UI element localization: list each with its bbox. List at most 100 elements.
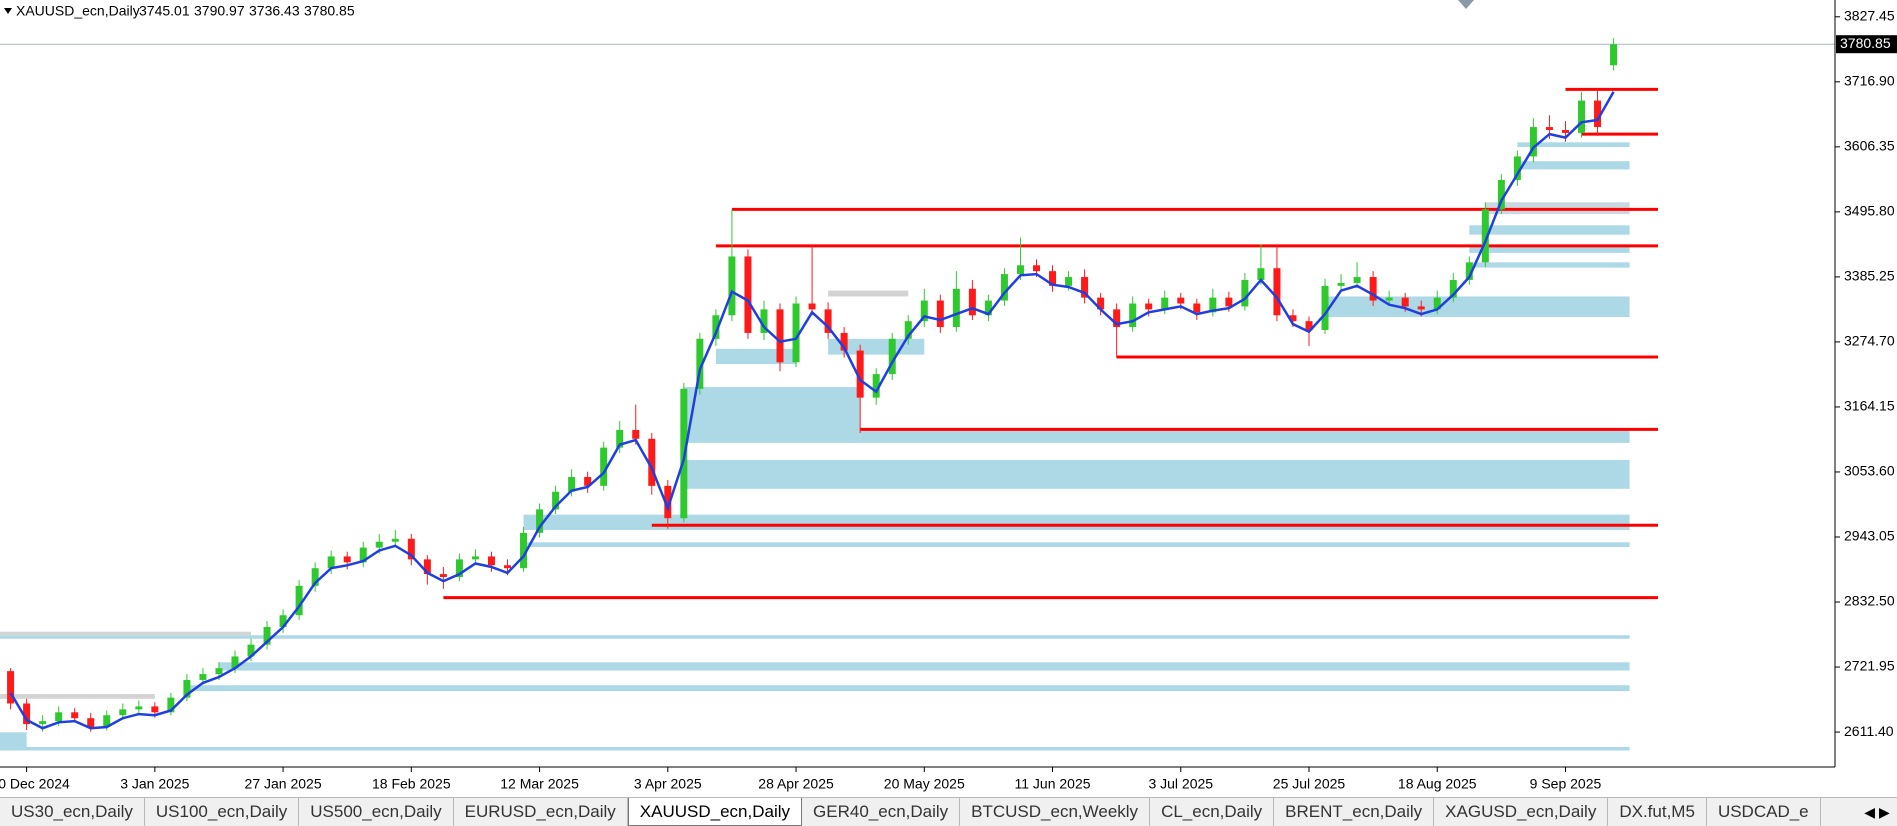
- x-tick-label: 18 Aug 2025: [1398, 776, 1477, 792]
- chart: XAUUSD_ecn,Daily 3745.01 3790.97 3736.43…: [0, 0, 1897, 792]
- tab[interactable]: US30_ecn,Daily: [0, 798, 145, 826]
- x-tick-label: 25 Jul 2025: [1273, 776, 1346, 792]
- tab[interactable]: BTCUSD_ecn,Weekly: [960, 798, 1151, 826]
- candle-body: [135, 706, 143, 710]
- candle-body: [1225, 297, 1233, 307]
- candle-body: [632, 429, 640, 439]
- tab[interactable]: CL_ecn,Daily: [1150, 798, 1275, 826]
- tab[interactable]: USDCAD_e: [1707, 798, 1821, 826]
- zone: [683, 459, 1630, 489]
- candle-body: [760, 309, 768, 333]
- candle-body: [1161, 297, 1169, 310]
- tab-scroll[interactable]: ◀ ▶: [1857, 798, 1897, 826]
- zone: [523, 542, 1630, 548]
- candle-body: [215, 668, 223, 675]
- candle-body: [343, 556, 351, 563]
- candle-body: [1081, 277, 1089, 298]
- candle-body: [1353, 277, 1361, 283]
- candle-body: [696, 338, 704, 389]
- tab[interactable]: XAUUSD_ecn,Daily: [627, 798, 803, 826]
- zone: [1325, 296, 1630, 318]
- zone: [715, 348, 797, 365]
- zone: [523, 514, 1630, 530]
- y-tick-label: 3274.70: [1844, 333, 1895, 349]
- y-tick-label: 2611.40: [1844, 723, 1894, 739]
- tab-bar: US30_ecn,Daily US100_ecn,Daily US500_ecn,D…: [0, 797, 1897, 826]
- close: 3780.85: [304, 3, 355, 19]
- candle-body: [936, 300, 944, 328]
- candle-body: [1513, 156, 1521, 180]
- candle-body: [1433, 297, 1441, 310]
- open: 3745.01: [139, 3, 190, 19]
- zone: [1517, 142, 1630, 148]
- y-tick-label: 3606.35: [1844, 138, 1895, 154]
- candle-body: [792, 303, 800, 363]
- candle-body: [1177, 297, 1185, 304]
- candle-body: [391, 538, 399, 542]
- candle-body: [712, 315, 720, 339]
- x-tick-label: 9 Sep 2025: [1530, 776, 1602, 792]
- candle-body: [1529, 127, 1537, 157]
- candle-body: [1401, 297, 1409, 307]
- candle-body: [536, 509, 544, 533]
- zone: [0, 635, 1630, 639]
- candle-body: [856, 350, 864, 398]
- candle-body: [1193, 303, 1201, 313]
- y-tick-label: 3495.80: [1844, 203, 1895, 219]
- tab[interactable]: US500_ecn,Daily: [299, 798, 454, 826]
- candle-body: [119, 709, 127, 716]
- menu-arrow: [4, 8, 12, 14]
- x-tick-label: 27 Jan 2025: [245, 776, 322, 792]
- candle-body: [1129, 303, 1137, 328]
- x-tick-label: 3 Jul 2025: [1148, 776, 1213, 792]
- candle-body: [295, 585, 303, 616]
- candle-body: [984, 300, 992, 316]
- candle-body: [327, 556, 335, 569]
- candle-body: [744, 256, 752, 333]
- zone: [1469, 244, 1630, 253]
- candle-body: [311, 568, 319, 586]
- candle-body: [103, 715, 111, 728]
- zone: [0, 631, 252, 636]
- candle-body: [1097, 297, 1105, 310]
- candle-body: [1561, 129, 1569, 133]
- candle-body: [39, 721, 47, 725]
- symbol: XAUUSD_ecn,Daily: [16, 3, 140, 19]
- tab[interactable]: BRENT_ecn,Daily: [1274, 798, 1435, 826]
- candle-body: [1305, 321, 1313, 330]
- candle-body: [1209, 297, 1217, 313]
- trend-line: [9, 91, 1615, 730]
- tab[interactable]: US100_ecn,Daily: [145, 798, 300, 826]
- candle-body: [151, 706, 159, 713]
- zone: [0, 747, 1630, 751]
- zone: [1469, 262, 1630, 268]
- candle-body: [279, 615, 287, 628]
- y-tick-label: 3385.25: [1844, 268, 1895, 284]
- candle-body: [1321, 285, 1329, 330]
- tab[interactable]: XAGUSD_ecn,Daily: [1434, 798, 1609, 826]
- candle-body: [840, 332, 848, 351]
- x-tick-label: 12 Mar 2025: [500, 776, 579, 792]
- candle-body: [167, 697, 175, 713]
- x-tick-label: 3 Jan 2025: [120, 776, 189, 792]
- tab[interactable]: GER40_ecn,Daily: [802, 798, 961, 826]
- tab[interactable]: DX.fut,M5: [1608, 798, 1707, 826]
- candle-body: [247, 644, 255, 657]
- zone: [1517, 161, 1630, 170]
- candle-body: [1049, 271, 1057, 286]
- candle-body: [7, 671, 15, 704]
- candle-body: [183, 679, 191, 698]
- candle-body: [471, 556, 479, 560]
- candle-body: [728, 256, 736, 316]
- candle-body: [55, 712, 63, 722]
- candle-body: [584, 477, 592, 486]
- candle-body: [1578, 100, 1586, 133]
- candle-body: [1481, 209, 1489, 263]
- candle-body: [487, 556, 495, 566]
- candle-body: [1449, 279, 1457, 298]
- candle-body: [423, 559, 431, 575]
- candle-body: [1465, 262, 1473, 280]
- tab[interactable]: EURUSD_ecn,Daily: [454, 798, 628, 826]
- candle-body: [1273, 268, 1281, 316]
